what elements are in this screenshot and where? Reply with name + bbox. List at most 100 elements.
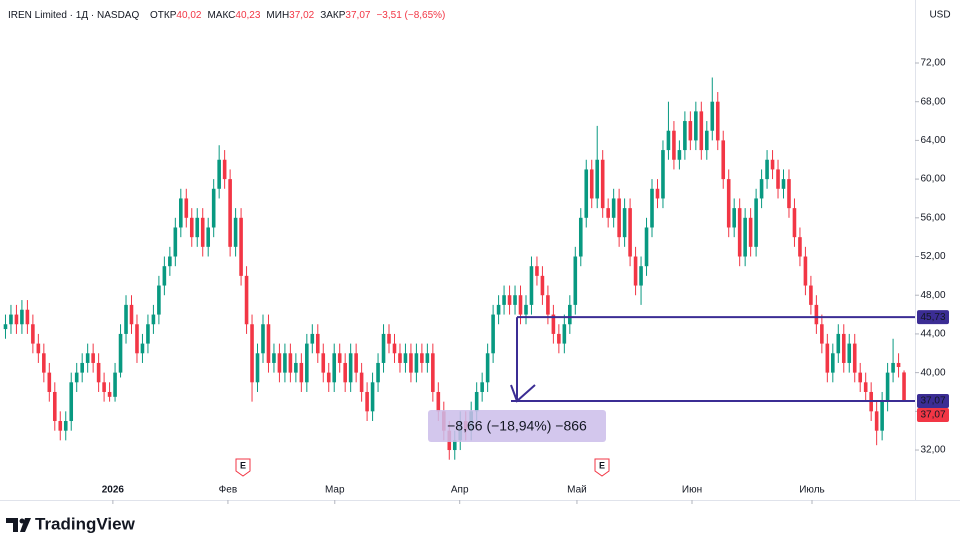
event-marker — [235, 458, 251, 477]
candle-body — [321, 353, 326, 373]
candle-body — [902, 372, 906, 401]
candle-body — [206, 227, 211, 247]
candle-body — [91, 353, 95, 363]
candle-body — [535, 266, 539, 276]
price-label-box — [917, 310, 949, 325]
candle-body — [496, 304, 501, 315]
field-value: 40,23 — [235, 10, 260, 21]
candle-body — [578, 217, 583, 257]
candle-body — [677, 150, 682, 160]
candle-body — [880, 401, 884, 431]
candle-body — [409, 353, 413, 373]
candle-body — [474, 391, 479, 412]
candle-body — [891, 362, 895, 373]
candle-body — [699, 111, 704, 151]
candle-body — [704, 130, 709, 151]
field-label: МИН — [266, 10, 289, 21]
candle-body — [266, 324, 271, 363]
candle-body — [562, 324, 567, 344]
candle-body — [639, 266, 643, 286]
candle-body — [179, 198, 183, 228]
field-value: 37,07 — [345, 10, 370, 21]
candle-body — [392, 343, 397, 354]
candle-body — [337, 353, 342, 363]
x-tick-label: Фев — [219, 485, 237, 496]
candle-body — [239, 217, 243, 276]
candle-body — [25, 309, 30, 325]
candle-body — [540, 275, 545, 296]
candle-body — [825, 343, 830, 373]
measure-box — [428, 410, 606, 442]
candle-body — [452, 440, 457, 451]
candle-body — [546, 295, 550, 315]
candle-body — [135, 324, 139, 354]
candle-body — [283, 353, 287, 373]
candle-body — [63, 421, 68, 431]
event-marker — [594, 458, 610, 477]
candle-body — [568, 304, 572, 325]
candle-body — [732, 208, 736, 228]
candle-body — [118, 333, 123, 373]
candle-body — [589, 169, 594, 199]
candle-body — [874, 411, 879, 431]
y-tick-label: 64,00 — [920, 135, 945, 146]
change: −3,51 (−8,65%) — [376, 10, 445, 21]
candle-body — [294, 362, 298, 373]
candle-body — [288, 353, 293, 373]
logo: TradingView — [6, 514, 136, 533]
candle-body — [365, 391, 369, 412]
field-label: ОТКР — [150, 10, 177, 21]
event-label: E — [599, 460, 605, 470]
x-tick-label: Мар — [325, 485, 345, 496]
candle-body — [80, 362, 84, 373]
candle-body — [359, 372, 364, 392]
candle-body — [809, 285, 813, 305]
candle-body — [42, 353, 46, 373]
candle-body — [502, 295, 506, 305]
x-tick-label: Май — [567, 485, 587, 496]
candle-body — [420, 353, 424, 363]
candle-body — [858, 372, 863, 383]
candle-body — [52, 391, 57, 422]
candle-body — [414, 353, 419, 373]
candle-body — [107, 391, 112, 397]
plot — [3, 77, 906, 460]
measure-arrow — [510, 384, 536, 403]
x-tick-label: Июн — [682, 485, 702, 496]
candle-body — [688, 121, 693, 141]
currency: USD — [929, 10, 950, 21]
candle-body — [863, 382, 868, 392]
candle-body — [436, 391, 441, 412]
candle-body — [431, 353, 435, 392]
candle-body — [222, 159, 227, 180]
overlay: −8,66 (−18,94%) −866 — [428, 316, 915, 442]
candle-body — [261, 324, 265, 354]
candle-body — [173, 227, 178, 257]
candle-body — [124, 304, 128, 334]
candle-body — [803, 256, 808, 286]
field-label: ЗАКР — [320, 10, 346, 21]
candle-body — [398, 353, 402, 363]
candle-body — [820, 324, 824, 344]
y-tick-label: 68,00 — [920, 96, 945, 107]
candle-body — [798, 237, 802, 257]
event-label: E — [240, 460, 246, 470]
field-value: 37,02 — [289, 10, 314, 21]
candle-body — [655, 188, 660, 199]
candle-body — [200, 217, 205, 247]
candle-body — [628, 208, 632, 257]
candle-body — [211, 188, 216, 228]
candle-body — [332, 353, 337, 383]
candle-body — [507, 295, 512, 305]
symbol: IREN Limited · 1Д · NASDAQ — [8, 10, 139, 21]
candle-body — [277, 353, 282, 373]
candle-body — [715, 101, 720, 141]
candle-body — [58, 421, 63, 431]
candle-body — [710, 101, 715, 131]
candle-body — [726, 179, 731, 228]
brand: TradingView — [35, 514, 136, 533]
y-tick-label: 40,00 — [920, 367, 945, 378]
candle-body — [836, 333, 841, 354]
candle-body — [573, 256, 578, 305]
